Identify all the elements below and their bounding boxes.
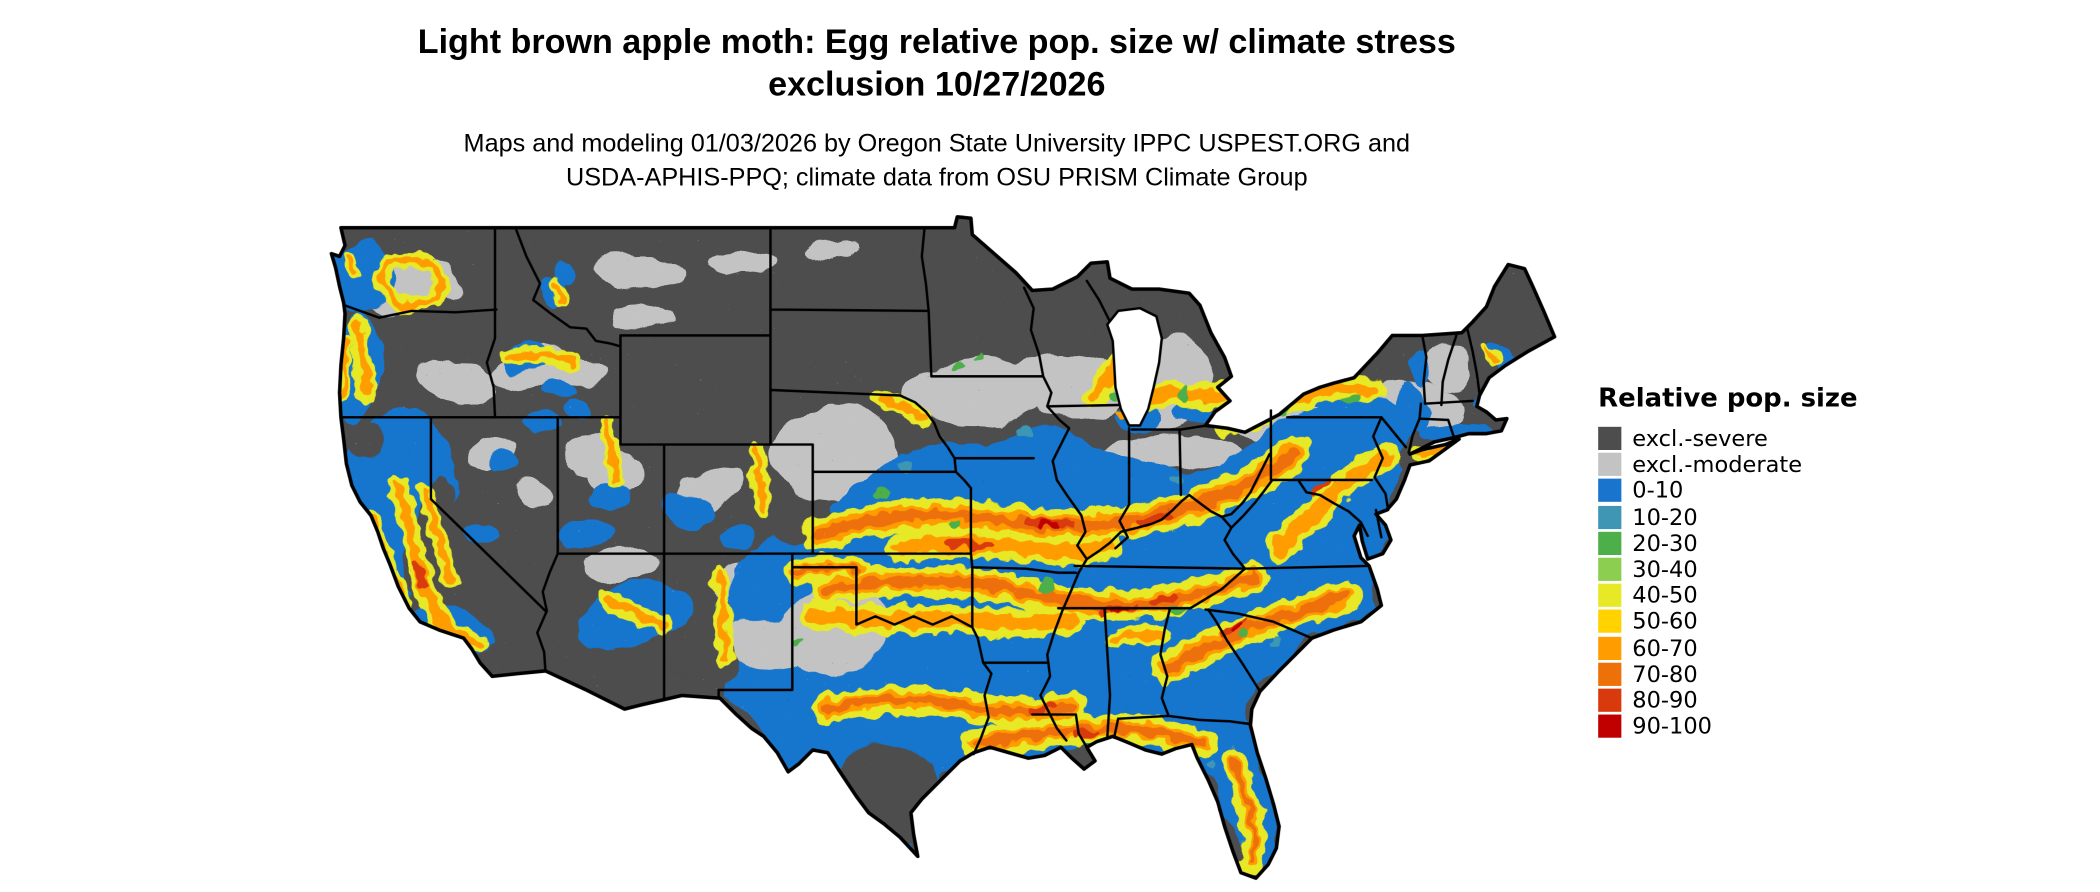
map-subtitle-line2: USDA-APHIS-PPQ; climate data from OSU PR…: [566, 162, 1308, 191]
legend-entry-label: 30-40: [1632, 556, 1698, 583]
map-subtitle-line1: Maps and modeling 01/03/2026 by Oregon S…: [463, 128, 1411, 157]
legend-entry-label: 10-20: [1632, 504, 1698, 530]
map-title: Light brown apple moth: Egg relative pop…: [0, 22, 1874, 107]
legend-entry-label: 80-90: [1632, 687, 1698, 714]
legend-color-swatch: [1598, 583, 1622, 608]
legend-color-swatch: [1598, 714, 1622, 738]
legend-entry-label: excl.-moderate: [1632, 451, 1803, 478]
legend-entry: 30-40: [1598, 556, 1857, 582]
legend-entry-label: 50-60: [1632, 608, 1698, 635]
legend-entry: 90-100: [1598, 713, 1857, 739]
us-map-svg: [329, 215, 1557, 880]
legend-rows: excl.-severe excl.-moderate 0-10 10-20 20-30…: [1598, 425, 1857, 739]
legend-entry-label: 90-100: [1632, 713, 1712, 740]
legend-color-swatch: [1598, 531, 1622, 555]
legend-entry-label: 20-30: [1632, 530, 1698, 557]
legend-entry: 50-60: [1598, 609, 1857, 635]
legend-entry-label: 40-50: [1632, 582, 1698, 609]
legend-color-swatch: [1598, 662, 1622, 686]
legend-color-swatch: [1598, 479, 1622, 503]
legend-entry-label: excl.-severe: [1632, 425, 1768, 452]
map-subtitle: Maps and modeling 01/03/2026 by Oregon S…: [0, 125, 1874, 193]
legend-color-swatch: [1598, 426, 1622, 451]
legend-color-swatch: [1598, 557, 1622, 581]
lake-michigan: [1105, 306, 1164, 427]
legend-color-swatch: [1598, 636, 1622, 660]
us-map: [300, 199, 1568, 892]
state-borders: [339, 226, 1481, 756]
legend-entry: 10-20: [1598, 504, 1857, 530]
legend-entry-label: 60-70: [1632, 634, 1698, 661]
legend-color-swatch: [1598, 505, 1622, 529]
legend-color-swatch: [1598, 688, 1622, 712]
legend-entry: 40-50: [1598, 582, 1857, 608]
legend-entry: 0-10: [1598, 478, 1857, 504]
legend-entry: 20-30: [1598, 530, 1857, 556]
legend-entry: excl.-moderate: [1598, 452, 1857, 478]
legend-entry: 60-70: [1598, 635, 1857, 661]
legend-title: Relative pop. size: [1598, 383, 1858, 414]
legend-entry-label: 70-80: [1632, 661, 1698, 687]
legend-color-swatch: [1598, 610, 1622, 634]
map-title-line1: Light brown apple moth: Egg relative pop…: [417, 23, 1456, 62]
legend-color-swatch: [1598, 453, 1622, 477]
legend: Relative pop. size excl.-severe excl.-mod…: [1598, 383, 1858, 739]
map-noise-blue-west: [331, 245, 655, 710]
legend-entry-label: 0-10: [1632, 477, 1684, 504]
legend-entry: excl.-severe: [1598, 425, 1857, 451]
legend-entry: 80-90: [1598, 687, 1857, 713]
legend-entry: 70-80: [1598, 661, 1857, 687]
map-title-line2: exclusion 10/27/2026: [768, 65, 1106, 104]
